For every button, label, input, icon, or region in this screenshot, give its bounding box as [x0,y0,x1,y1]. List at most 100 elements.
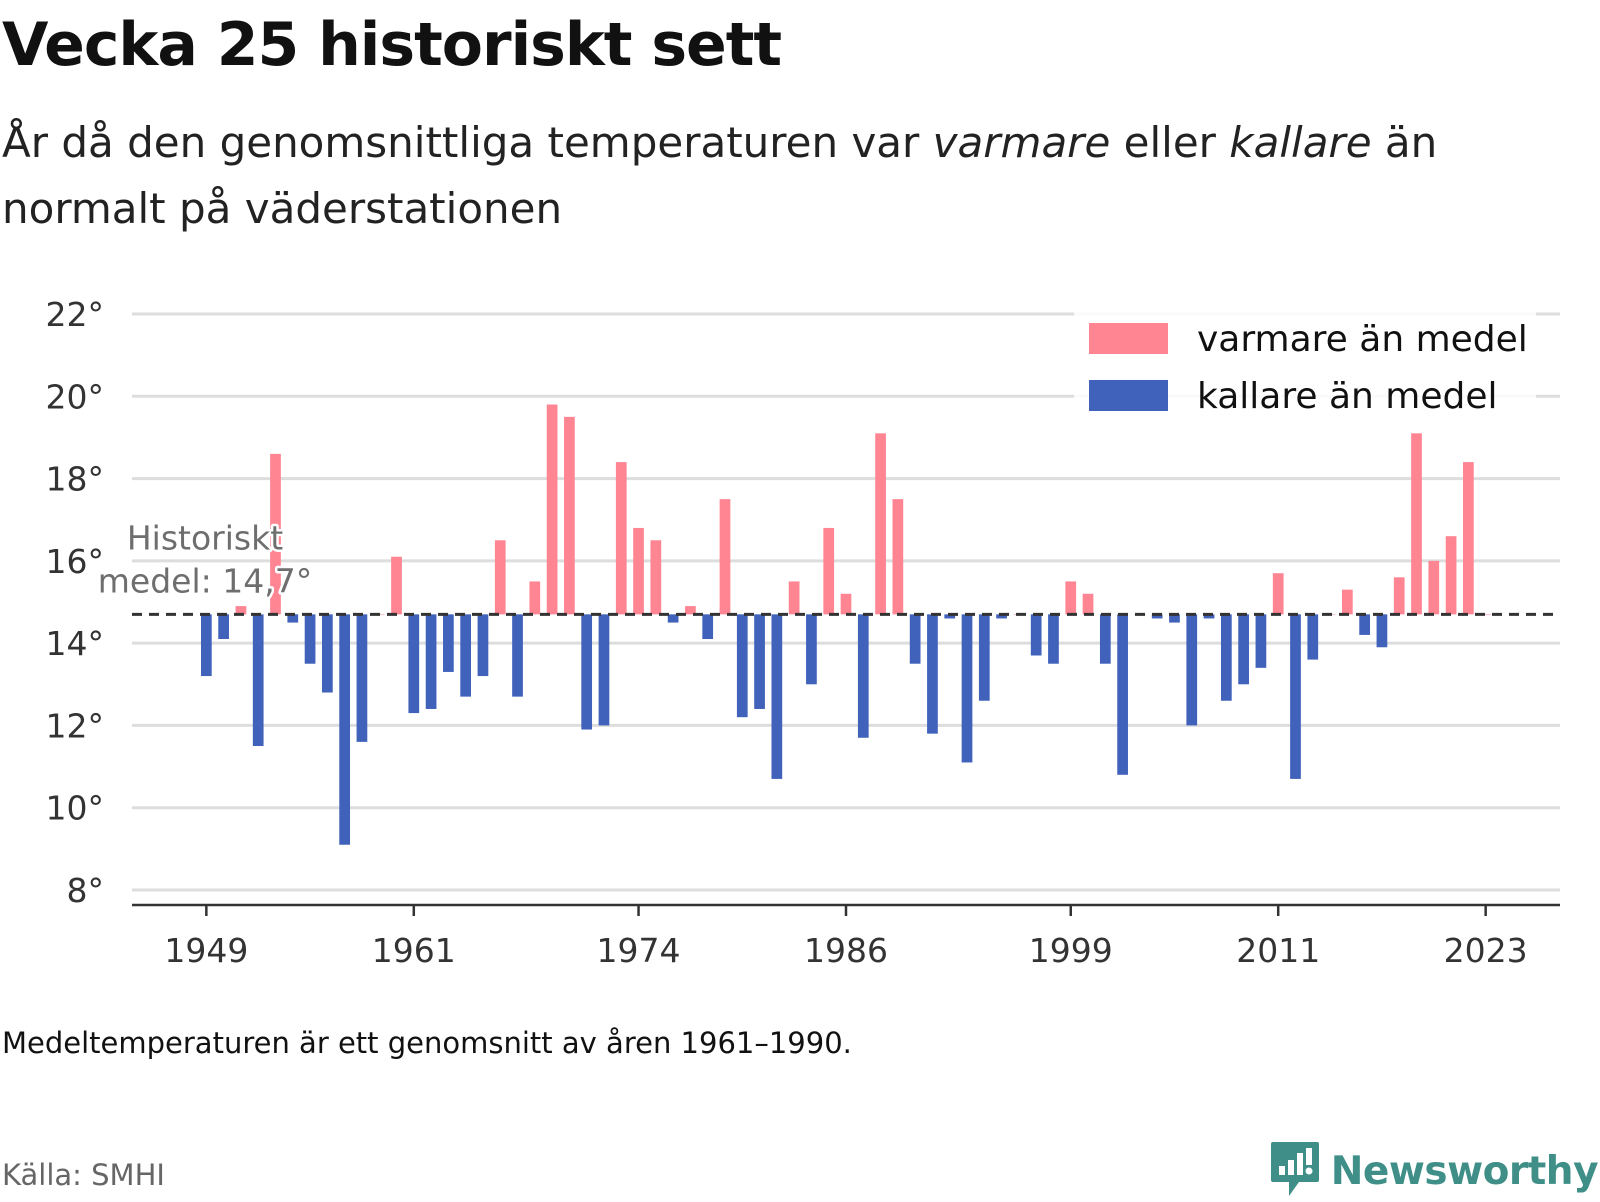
bar-warm [564,416,575,615]
bar-cold [857,614,869,738]
bar-cold [702,614,714,640]
bar-cold [806,614,817,685]
bar-cold [1290,614,1301,779]
legend-label-cold: kallare än medel [1197,376,1497,417]
y-tick-label: 20° [46,377,105,416]
footnote: Medeltemperaturen är ett genomsnitt av å… [2,1026,852,1060]
bar-cold [1186,614,1198,726]
subtitle-text-3: än normalt på väderstationen [2,118,1438,233]
bar-warm [633,527,644,615]
bar-cold [754,614,765,709]
bar-cold [1099,614,1111,664]
bar-cold [1376,614,1388,648]
bar-cold [477,614,489,677]
bar-cold [460,614,472,697]
bar-cold [961,614,973,763]
bar-warm [892,499,904,615]
bar-cold [927,614,938,734]
bar-warm [685,606,696,615]
bar-cold [667,614,679,623]
x-tick-label: 2023 [1444,931,1528,970]
y-tick-label: 10° [46,789,105,828]
bar-cold [598,614,610,726]
y-tick-label: 14° [46,624,105,663]
bar-cold [909,614,921,664]
x-axis-ticks: 1949 1961 1974 1986 1999 2011 2023 [164,905,1528,970]
baseline-label-line-2: medel: 14,7° [98,561,312,600]
bar-warm [270,453,281,615]
bar-warm [494,540,506,615]
bar-cold [252,614,264,746]
bar-warm [615,462,627,615]
bar-warm [1082,593,1094,615]
bar-warm [1393,577,1405,615]
y-tick-label: 18° [46,460,105,499]
x-tick-label: 2011 [1236,931,1320,970]
bar-cold [304,614,316,664]
bar-cold [1255,614,1267,668]
chart-title: Vecka 25 historiskt sett [2,10,782,80]
brand-name: Newsworthy [1330,1148,1599,1194]
bar-warm [788,581,800,615]
x-tick-label: 1986 [804,931,888,970]
newsworthy-logo-icon [1269,1140,1321,1202]
bar-cold [425,614,437,709]
bar-cold [512,614,523,697]
bar-warm [1341,589,1353,615]
x-tick-label: 1961 [372,931,456,970]
bar-cold [321,614,333,693]
y-axis-tick-labels: 8° 10° 12° 14° 16° 18° 20° 22° [46,295,105,910]
x-tick-label: 1999 [1029,931,1113,970]
subtitle-text-1: År då den genomsnittliga temperaturen va… [2,118,933,167]
legend-swatch-cold [1089,380,1168,411]
bar-warm [650,540,662,615]
bar-cold [1203,614,1215,619]
bar-cold [1169,614,1180,623]
bar-cold [287,614,299,623]
bar-warm [546,404,558,615]
legend-label-warm: varmare än medel [1197,319,1528,360]
bar-warm [1445,536,1457,615]
baseline-label: Historiskt medel: 14,7° [95,516,314,603]
bar-warm [235,606,247,615]
bar-warm [1411,433,1422,615]
legend-swatch-warm [1089,323,1168,354]
bar-cold [736,614,748,718]
bar-warm [875,433,886,615]
bars [200,404,1492,845]
chart-subtitle: År då den genomsnittliga temperaturen va… [2,110,1562,242]
bar-cold [1048,614,1059,664]
bar-cold [1030,614,1042,656]
bar-warm [1272,573,1284,615]
brand: Newsworthy [1269,1140,1599,1202]
bar-cold [408,614,420,714]
subtitle-warm-word: varmare [932,118,1111,167]
bar-warm [391,556,402,615]
bar-warm [1463,462,1474,615]
bar-warm [1428,560,1440,615]
bar-cold [200,614,212,677]
bar-warm [719,499,731,615]
bar-warm [1480,614,1492,615]
bar-cold [978,614,990,701]
y-tick-label: 22° [46,295,105,334]
bar-warm [840,593,852,615]
bar-cold [356,614,368,742]
bar-cold [1151,614,1163,619]
baseline-label-line-1: Historiskt [127,518,283,557]
bar-cold [996,614,1007,619]
bar-cold [944,614,956,619]
y-tick-label: 8° [67,871,105,910]
bar-cold [1220,614,1232,701]
subtitle-text-2: eller [1110,118,1230,167]
x-tick-label: 1974 [597,931,681,970]
subtitle-cold-word: kallare [1229,118,1372,167]
bar-cold [339,614,351,845]
bar-cold [1117,614,1128,775]
source-credit: Källa: SMHI [2,1158,165,1192]
bar-cold [581,614,593,730]
bar-cold [771,614,783,779]
bar-cold [218,614,229,640]
y-tick-label: 12° [46,706,105,745]
bar-cold [1307,614,1319,660]
